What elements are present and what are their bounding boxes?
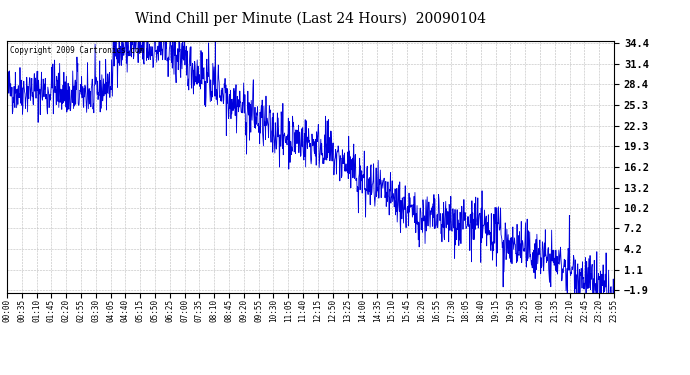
- Text: Copyright 2009 Cartronics.com: Copyright 2009 Cartronics.com: [10, 46, 144, 55]
- Text: Wind Chill per Minute (Last 24 Hours)  20090104: Wind Chill per Minute (Last 24 Hours) 20…: [135, 11, 486, 26]
